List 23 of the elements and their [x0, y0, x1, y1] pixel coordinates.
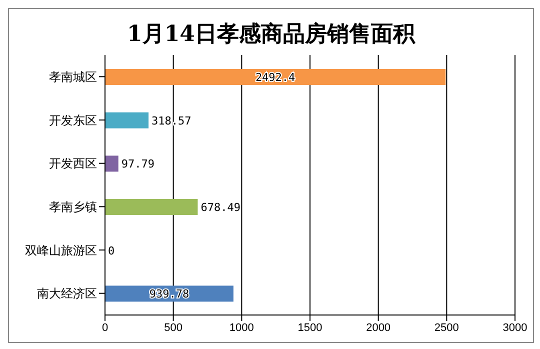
data-label: 0: [108, 244, 115, 258]
y-tick-label: 孝南乡镇: [49, 200, 97, 214]
x-tick-label: 1000: [229, 322, 254, 334]
data-label: 678.49: [200, 201, 240, 214]
data-label: 97.79: [121, 158, 154, 171]
x-tick-label: 2500: [434, 322, 459, 334]
x-tick-label: 2000: [366, 322, 391, 334]
y-tick-label: 双峰山旅游区: [25, 243, 97, 258]
y-tick-label: 开发西区: [49, 156, 97, 171]
bar: [105, 156, 118, 172]
bar: [105, 112, 149, 128]
x-tick-label: 500: [164, 322, 183, 334]
x-tick-label: 1500: [298, 322, 322, 334]
bar: [105, 199, 198, 215]
x-tick-label: 3000: [502, 322, 528, 334]
bar: [105, 69, 446, 85]
chart-title: 1月14日孝感商品房销售面积: [126, 20, 416, 49]
data-label: 2492.4: [255, 71, 296, 84]
y-tick-label: 南大经济区: [37, 286, 97, 301]
x-tick-label: 0: [102, 322, 108, 334]
y-tick-label: 孝南城区: [49, 70, 97, 84]
data-label: 939.78: [149, 288, 190, 301]
y-tick-label: 开发东区: [49, 113, 97, 128]
